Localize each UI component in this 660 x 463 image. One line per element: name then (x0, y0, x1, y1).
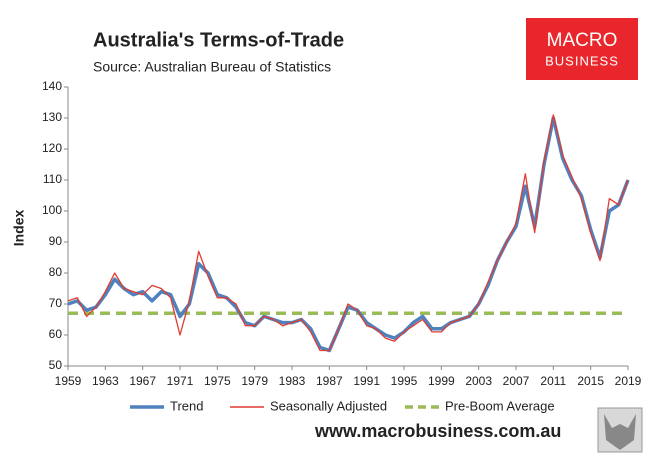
logo-text: BUSINESS (545, 53, 619, 68)
x-tick-label: 1983 (279, 374, 306, 388)
x-tick-label: 1995 (391, 374, 418, 388)
legend-label: Pre-Boom Average (445, 398, 555, 413)
y-axis-label: Index (11, 210, 27, 247)
chart-subtitle: Source: Australian Bureau of Statistics (93, 59, 331, 75)
y-tick-label: 70 (49, 296, 63, 310)
x-tick-label: 2015 (577, 374, 604, 388)
legend-label: Seasonally Adjusted (270, 398, 387, 413)
chart-title: Australia's Terms-of-Trade (93, 29, 344, 51)
x-tick-label: 1979 (241, 374, 268, 388)
x-tick-label: 1987 (316, 374, 343, 388)
x-tick-label: 1971 (167, 374, 194, 388)
y-tick-label: 110 (43, 172, 62, 186)
x-tick-label: 1991 (353, 374, 380, 388)
y-tick-label: 120 (42, 141, 62, 155)
series-line (67, 114, 629, 352)
y-tick-label: 130 (42, 110, 62, 124)
legend-label: Trend (170, 398, 203, 413)
series-line (67, 116, 630, 353)
x-tick-label: 1975 (204, 374, 231, 388)
y-tick-label: 90 (49, 234, 63, 248)
x-tick-label: 2007 (503, 374, 530, 388)
footer-url: www.macrobusiness.com.au (314, 421, 561, 441)
y-tick-label: 100 (42, 203, 62, 217)
x-tick-label: 1999 (428, 374, 455, 388)
x-tick-label: 1967 (129, 374, 156, 388)
y-tick-label: 50 (49, 358, 63, 372)
x-tick-label: 1963 (92, 374, 119, 388)
y-tick-label: 80 (49, 265, 63, 279)
y-tick-label: 140 (42, 79, 62, 93)
wolf-icon (597, 407, 643, 453)
x-tick-label: 1959 (55, 374, 82, 388)
logo-box (526, 18, 638, 80)
logo-text: MACRO (547, 30, 618, 51)
x-tick-label: 2011 (540, 374, 566, 388)
y-tick-label: 60 (49, 327, 63, 341)
x-tick-label: 2019 (615, 374, 642, 388)
x-tick-label: 2003 (465, 374, 492, 388)
